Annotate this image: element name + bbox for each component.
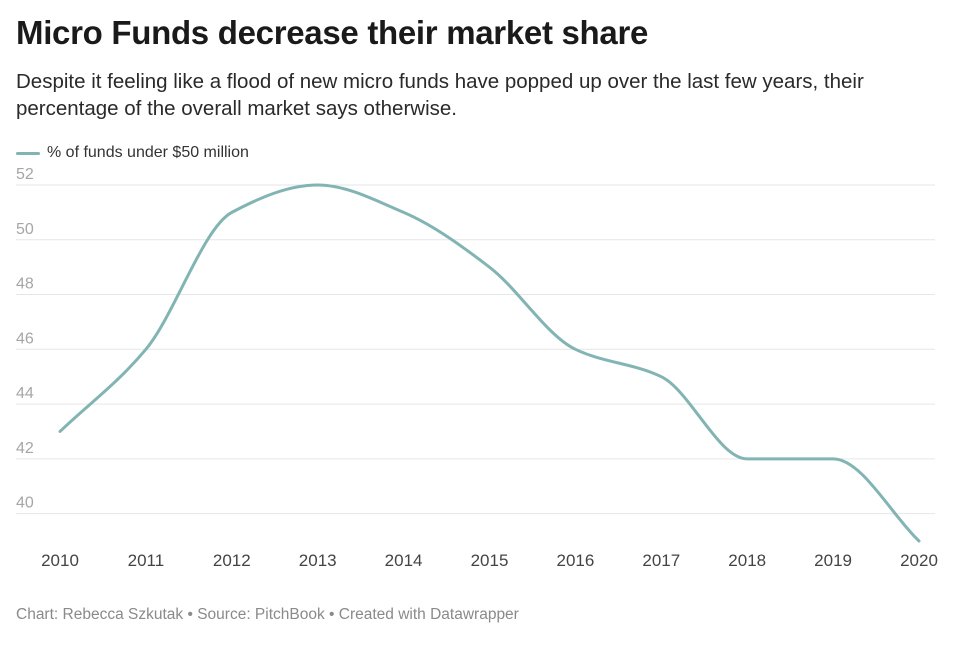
series-line (58, 183, 921, 543)
x-tick-label: 2012 (213, 551, 251, 570)
x-tick-label: 2020 (900, 551, 938, 570)
x-tick-label: 2014 (385, 551, 423, 570)
data-point (143, 346, 149, 352)
chart-title: Micro Funds decrease their market share (16, 14, 649, 51)
y-axis-ticks: 40 42 44 46 48 50 52 (16, 166, 34, 512)
footer-source: Source: PitchBook (197, 606, 325, 623)
y-tick-label: 50 (16, 221, 34, 238)
data-point (658, 374, 664, 380)
data-point (57, 428, 63, 434)
y-tick-label: 46 (16, 330, 34, 347)
data-point (229, 209, 235, 215)
data-point (487, 264, 493, 270)
footer-separator: • (187, 606, 193, 623)
x-tick-label: 2016 (556, 551, 594, 570)
x-tick-label: 2015 (471, 551, 509, 570)
data-point (916, 538, 922, 544)
x-tick-label: 2017 (642, 551, 680, 570)
chart-subtitle: Despite it feeling like a flood of new m… (16, 70, 864, 120)
y-tick-label: 42 (16, 440, 34, 457)
footer-separator: • (329, 606, 335, 623)
data-point (315, 182, 321, 188)
x-tick-label: 2018 (728, 551, 766, 570)
y-tick-label: 40 (16, 495, 34, 512)
series-layer (57, 182, 922, 544)
data-point (830, 456, 836, 462)
x-tick-label: 2011 (128, 551, 165, 570)
data-point (744, 456, 750, 462)
x-axis-ticks: 2010 2011 2012 2013 2014 2015 2016 2017 2018 2019… (41, 551, 938, 570)
y-tick-label: 52 (16, 166, 34, 183)
x-tick-label: 2010 (41, 551, 79, 570)
legend-swatch (16, 151, 40, 155)
data-point (401, 209, 407, 215)
x-tick-label: 2019 (814, 551, 852, 570)
data-point (572, 346, 578, 352)
footer-tool: Created with Datawrapper (338, 606, 519, 623)
x-tick-label: 2013 (299, 551, 337, 570)
chart-footer: Chart: Rebecca Szkutak • Source: PitchBo… (16, 606, 519, 624)
y-tick-label: 48 (16, 276, 34, 293)
footer-credit: Chart: Rebecca Szkutak (16, 606, 184, 623)
gridlines (16, 184, 935, 515)
legend-label: % of funds under $50 million (47, 144, 249, 161)
y-tick-label: 44 (16, 385, 34, 402)
legend: % of funds under $50 million (16, 144, 249, 162)
